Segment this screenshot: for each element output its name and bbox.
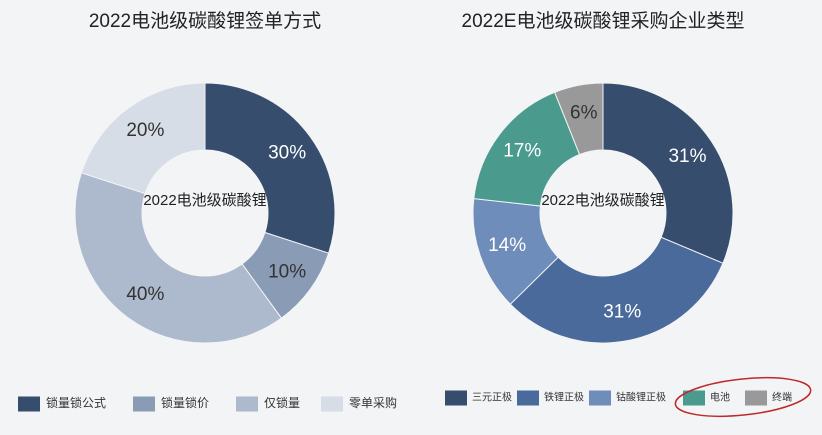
slice	[80, 82, 206, 195]
slice-label: 40%	[126, 284, 164, 305]
chart-title: 2022电池级碳酸锂签单方式	[89, 10, 321, 32]
legend-swatch	[133, 396, 155, 412]
highlight-circle	[674, 376, 812, 418]
slice-label: 10%	[268, 262, 306, 283]
slice-label: 31%	[603, 302, 641, 323]
slice-label: 6%	[570, 102, 598, 123]
slice-label: 20%	[126, 120, 164, 141]
legend-label: 零单采购	[349, 395, 397, 410]
center-label: 2022电池级碳酸锂	[541, 192, 665, 209]
slice-label: 31%	[668, 146, 706, 167]
legend-swatch	[18, 396, 40, 412]
legend-swatch	[321, 396, 343, 412]
legend-label: 锁量锁价	[161, 395, 209, 410]
legend-swatch	[236, 396, 258, 412]
slice	[74, 172, 283, 344]
legend-swatch	[745, 390, 767, 406]
legend-label: 仅锁量	[264, 395, 300, 410]
legend-label: 终端	[772, 391, 792, 404]
chart-title: 2022E电池级碳酸锂采购企业类型	[462, 10, 745, 32]
center-box: 2022电池级碳酸锂	[541, 192, 665, 209]
slice	[602, 82, 734, 264]
legend-label: 三元正极	[472, 391, 512, 404]
slice-label: 14%	[488, 235, 526, 256]
slice-label: 17%	[503, 141, 541, 162]
legend-label: 钴酸锂正极	[616, 391, 666, 404]
slice	[554, 82, 604, 156]
legend-swatch	[517, 390, 539, 406]
slice	[509, 236, 724, 344]
center-box: 2022电池级碳酸锂	[143, 192, 267, 209]
legend-swatch	[445, 390, 467, 406]
slice	[204, 82, 336, 254]
legend-label: 电池	[710, 391, 730, 404]
legend-label: 锁量锁公式	[46, 395, 106, 410]
legend-swatch	[589, 390, 611, 406]
legend-label: 铁锂正极	[544, 391, 584, 404]
legend-swatch	[683, 390, 705, 406]
center-label: 2022电池级碳酸锂	[143, 192, 267, 209]
slice-label: 30%	[268, 142, 306, 163]
